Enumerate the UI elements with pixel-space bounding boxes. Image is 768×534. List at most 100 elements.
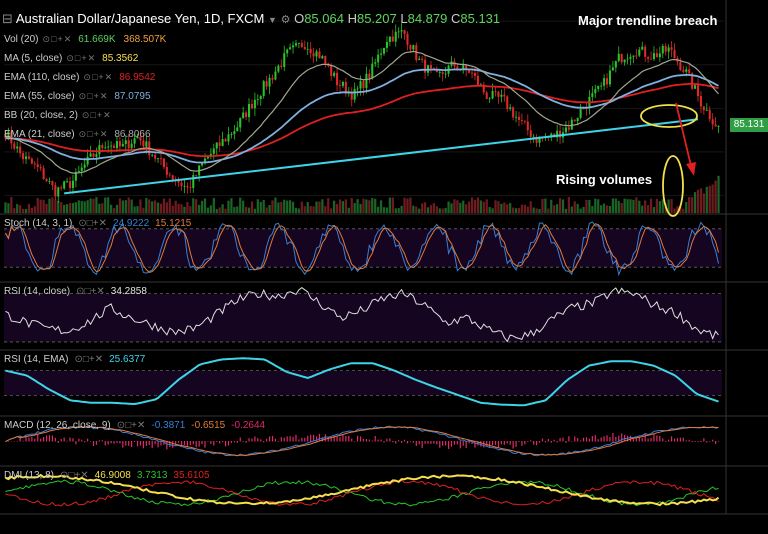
macd-histogram-bar bbox=[465, 441, 467, 448]
macd-histogram-bar bbox=[421, 441, 423, 449]
volume-bar bbox=[265, 207, 268, 213]
pane-controls-icon[interactable]: ⊙□+✕ bbox=[60, 470, 89, 481]
pane-title[interactable]: DMI (13, 8) bbox=[4, 470, 55, 481]
volume-bar bbox=[362, 198, 365, 213]
volume-bar bbox=[588, 199, 591, 213]
macd-histogram-bar bbox=[315, 436, 318, 442]
collapse-icon[interactable]: ⊟ bbox=[2, 11, 13, 26]
candle-body bbox=[650, 58, 653, 60]
indicator-label[interactable]: MA (5, close) bbox=[4, 53, 63, 64]
macd-histogram-bar bbox=[304, 437, 306, 442]
volume-bar bbox=[476, 197, 480, 213]
macd-histogram-bar bbox=[714, 441, 717, 444]
candle-body bbox=[600, 85, 603, 87]
macd-histogram-bar bbox=[92, 441, 95, 447]
indicator-legend-row: BB (20, close, 2) ⊙□+✕ bbox=[4, 110, 118, 121]
pane-controls-icon[interactable]: ⊙□+✕ bbox=[74, 354, 104, 365]
macd-histogram-bar bbox=[327, 437, 329, 442]
symbol-title[interactable]: Australian Dollar/Japanese Yen, 1D, FXCM bbox=[15, 11, 265, 26]
macd-histogram-bar bbox=[43, 436, 45, 442]
candle-body bbox=[356, 88, 359, 90]
candle-body bbox=[471, 72, 474, 74]
volume-bar bbox=[646, 205, 650, 213]
macd-histogram-bar bbox=[222, 441, 224, 442]
volume-bar bbox=[242, 200, 245, 213]
pane-title[interactable]: MACD (12, 26, close, 9) bbox=[4, 420, 111, 431]
volume-bar bbox=[465, 204, 468, 213]
chevron-down-icon[interactable]: ▼ bbox=[268, 15, 277, 25]
macd-histogram-bar bbox=[670, 436, 673, 442]
macd-histogram-bar bbox=[104, 441, 106, 446]
volume-bar bbox=[564, 208, 568, 213]
indicator-label[interactable]: BB (20, close, 2) bbox=[4, 110, 78, 121]
volume-bar bbox=[309, 205, 312, 213]
indicator-legend-row: MA (5, close) ⊙□+✕ 85.3562 bbox=[4, 53, 146, 64]
pane-title[interactable]: Stoch (14, 3, 1) bbox=[4, 218, 73, 229]
indicator-controls-icon[interactable]: ⊙□+✕ bbox=[83, 72, 114, 82]
macd-histogram-bar bbox=[286, 436, 288, 442]
indicator-pane-title: MACD (12, 26, close, 9) ⊙□+✕ -0.3871 -0.651… bbox=[4, 420, 271, 431]
indicator-label[interactable]: Vol (20) bbox=[4, 34, 39, 45]
indicator-label[interactable]: EMA (21, close) bbox=[4, 129, 75, 140]
candle-body bbox=[462, 64, 465, 69]
pane-controls-icon[interactable]: ⊙□+✕ bbox=[76, 286, 105, 297]
candle-body bbox=[192, 174, 195, 189]
indicator-controls-icon[interactable]: ⊙□+✕ bbox=[78, 91, 109, 101]
macd-histogram-bar bbox=[515, 441, 517, 447]
candle-body bbox=[68, 181, 72, 188]
macd-histogram-bar bbox=[268, 436, 271, 442]
volume-bar bbox=[109, 204, 113, 213]
pane-title[interactable]: RSI (14, close) bbox=[4, 286, 71, 297]
candle-body bbox=[107, 146, 110, 148]
indicator-controls-icon[interactable]: ⊙□+✕ bbox=[42, 34, 73, 44]
volume-bar bbox=[112, 208, 116, 213]
macd-histogram-bar bbox=[148, 441, 150, 445]
indicator-controls-icon[interactable]: ⊙□+✕ bbox=[78, 129, 109, 139]
macd-histogram-bar bbox=[594, 435, 596, 442]
volume-bar bbox=[209, 205, 212, 213]
volume-bar bbox=[509, 203, 512, 213]
open-label: O bbox=[294, 11, 305, 26]
pane-controls-icon[interactable]: ⊙□+✕ bbox=[78, 218, 108, 229]
volume-bar bbox=[330, 208, 333, 213]
indicator-label[interactable]: EMA (55, close) bbox=[4, 91, 75, 102]
macd-histogram-bar bbox=[618, 435, 620, 442]
macd-histogram-bar bbox=[37, 433, 39, 442]
pane-title[interactable]: RSI (14, EMA) bbox=[4, 354, 69, 365]
volume-bar bbox=[497, 201, 500, 213]
macd-histogram-bar bbox=[263, 441, 265, 443]
volume-bar bbox=[538, 208, 541, 213]
volume-bar bbox=[415, 206, 418, 213]
candle-body bbox=[63, 181, 66, 189]
candle-body bbox=[13, 143, 16, 149]
volume-bar bbox=[520, 204, 524, 213]
candle-body bbox=[658, 53, 661, 58]
pane-controls-icon[interactable]: ⊙□+✕ bbox=[116, 420, 146, 431]
macd-histogram-bar bbox=[424, 441, 426, 444]
volume-bar bbox=[550, 199, 553, 213]
macd-histogram-bar bbox=[468, 441, 470, 444]
volume-bar bbox=[453, 199, 456, 213]
indicator-label[interactable]: EMA (110, close) bbox=[4, 72, 80, 83]
candle-body bbox=[51, 181, 54, 186]
volume-bar bbox=[368, 200, 371, 213]
volume-bar bbox=[620, 203, 623, 213]
macd-histogram-bar bbox=[119, 441, 121, 444]
macd-histogram-bar bbox=[641, 437, 643, 442]
macd-histogram-bar bbox=[568, 436, 570, 442]
settings-icon[interactable]: ⚙ bbox=[280, 14, 291, 26]
macd-histogram-bar bbox=[365, 439, 368, 442]
macd-histogram-bar bbox=[122, 441, 124, 448]
volume-bar bbox=[57, 201, 60, 213]
volume-bar bbox=[271, 200, 274, 213]
volume-bar bbox=[80, 201, 83, 213]
volume-bar bbox=[556, 204, 559, 213]
volume-bar bbox=[324, 206, 327, 213]
indicator-controls-icon[interactable]: ⊙□+✕ bbox=[81, 110, 112, 120]
candle-body bbox=[652, 53, 656, 60]
volume-bar bbox=[303, 206, 306, 213]
candle-body bbox=[4, 133, 7, 139]
candle-body bbox=[83, 164, 86, 168]
indicator-controls-icon[interactable]: ⊙□+✕ bbox=[66, 53, 97, 63]
